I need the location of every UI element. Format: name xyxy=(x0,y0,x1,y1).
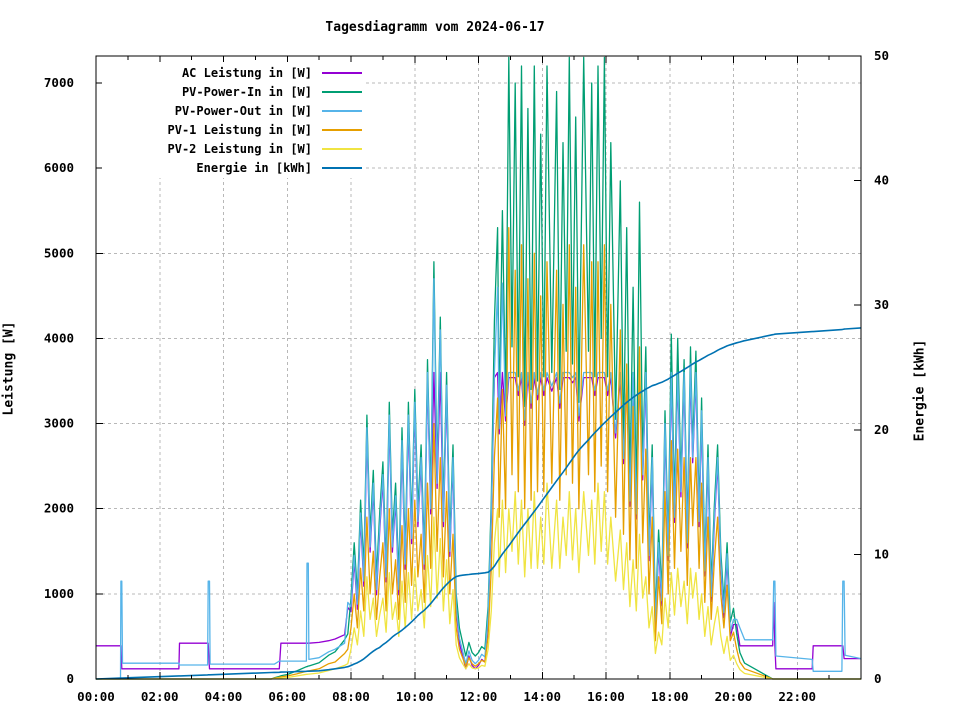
y-right-tick-labels: 0 10 20 30 40 50 xyxy=(874,48,889,686)
legend-line-sample-pv2 xyxy=(322,147,362,150)
legend-item-energy: Energie in [kWh] xyxy=(104,158,362,177)
svg-text:10: 10 xyxy=(874,546,889,561)
legend-label-energy: Energie in [kWh] xyxy=(196,160,312,175)
legend-label-ac: AC Leistung in [W] xyxy=(181,65,312,80)
svg-text:0: 0 xyxy=(66,671,74,686)
svg-text:3000: 3000 xyxy=(44,416,74,431)
y-left-tick-labels: 0 1000 2000 3000 4000 5000 6000 7000 xyxy=(44,75,74,686)
svg-text:08:00: 08:00 xyxy=(332,689,370,704)
legend-item-ac: AC Leistung in [W] xyxy=(104,63,362,82)
chart-legend: AC Leistung in [W] PV-Power-In in [W] PV-P… xyxy=(102,62,364,178)
legend-label-pv_in: PV-Power-In in [W] xyxy=(181,84,312,99)
series-line-pv2 xyxy=(96,482,861,680)
series-lines xyxy=(95,56,862,680)
legend-label-pv1: PV-1 Leistung in [W] xyxy=(167,122,313,137)
svg-text:06:00: 06:00 xyxy=(268,689,306,704)
axes-border xyxy=(95,55,862,680)
legend-label-pv2: PV-2 Leistung in [W] xyxy=(167,141,313,156)
svg-text:04:00: 04:00 xyxy=(205,689,243,704)
svg-text:18:00: 18:00 xyxy=(651,689,689,704)
svg-text:5000: 5000 xyxy=(44,245,74,260)
svg-text:50: 50 xyxy=(874,48,889,63)
legend-line-sample-pv_out xyxy=(322,109,362,112)
series-line-pv_out xyxy=(96,278,862,680)
x-axis-tick-labels: 00:00 02:00 04:00 06:00 08:00 10:00 12:00 14:00… xyxy=(77,689,816,704)
svg-text:1000: 1000 xyxy=(44,586,74,601)
legend-line-sample-pv_in xyxy=(322,90,362,93)
legend-item-pv_in: PV-Power-In in [W] xyxy=(104,82,362,101)
svg-text:6000: 6000 xyxy=(44,160,74,175)
svg-text:02:00: 02:00 xyxy=(141,689,179,704)
svg-text:00:00: 00:00 xyxy=(77,689,115,704)
svg-text:0: 0 xyxy=(874,671,882,686)
svg-text:20: 20 xyxy=(874,422,889,437)
svg-text:14:00: 14:00 xyxy=(523,689,561,704)
svg-text:40: 40 xyxy=(874,173,889,188)
svg-text:30: 30 xyxy=(874,297,889,312)
svg-text:22:00: 22:00 xyxy=(778,689,816,704)
svg-text:12:00: 12:00 xyxy=(460,689,498,704)
legend-label-pv_out: PV-Power-Out in [W] xyxy=(174,103,312,118)
legend-line-sample-energy xyxy=(322,166,362,169)
svg-text:10:00: 10:00 xyxy=(396,689,434,704)
svg-text:20:00: 20:00 xyxy=(715,689,753,704)
series-line-pv1 xyxy=(96,227,861,680)
svg-text:4000: 4000 xyxy=(44,330,74,345)
legend-line-sample-ac xyxy=(322,71,362,74)
legend-line-sample-pv1 xyxy=(322,128,362,131)
chart-title: Tagesdiagramm vom 2024-06-17 xyxy=(325,20,545,35)
legend-item-pv_out: PV-Power-Out in [W] xyxy=(104,101,362,120)
svg-text:16:00: 16:00 xyxy=(587,689,625,704)
svg-text:2000: 2000 xyxy=(44,501,74,516)
series-line-energy xyxy=(95,327,862,680)
legend-item-pv2: PV-2 Leistung in [W] xyxy=(104,139,362,158)
legend-item-pv1: PV-1 Leistung in [W] xyxy=(104,120,362,139)
svg-text:7000: 7000 xyxy=(44,75,74,90)
